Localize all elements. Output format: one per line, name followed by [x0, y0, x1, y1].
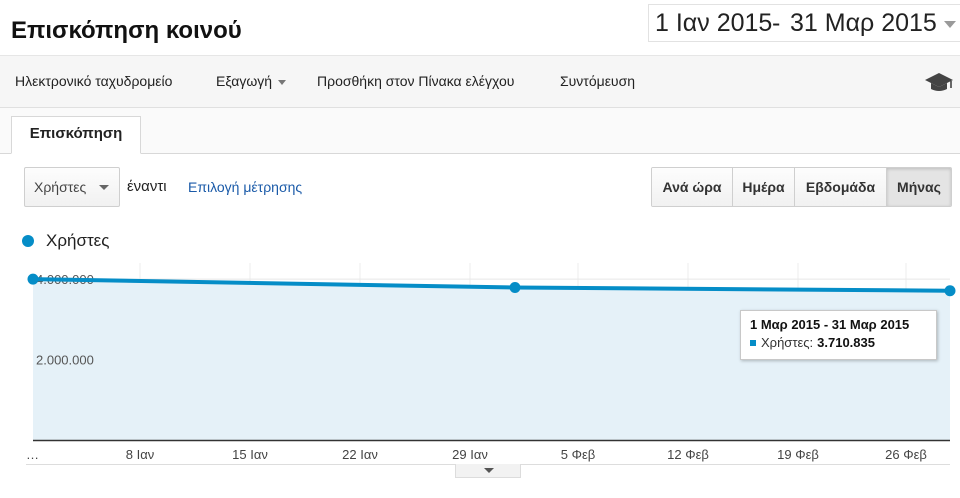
x-tick-label: 19 Φεβ [777, 447, 819, 462]
chevron-down-icon [278, 79, 287, 85]
versus-label: έναντι [127, 178, 167, 195]
period-month-button[interactable]: Μήνας [887, 168, 951, 206]
metric-select[interactable]: Χρήστες [24, 167, 120, 207]
legend-swatch [22, 235, 34, 247]
legend-label: Χρήστες [46, 231, 110, 250]
tooltip-value: 3.710.835 [817, 335, 875, 350]
metric-select-value: Χρήστες [34, 179, 87, 195]
email-button[interactable]: Ηλεκτρονικό ταχυδρομείο [15, 73, 173, 89]
period-hourly-button[interactable]: Ανά ώρα [652, 168, 733, 206]
period-toggle-group: Ανά ώρα Ημέρα Εβδομάδα Μήνας [651, 167, 952, 207]
date-end: 31 Μαρ 2015 [790, 9, 937, 37]
tooltip-title: 1 Μαρ 2015 - 31 Μαρ 2015 [750, 317, 910, 332]
tooltip-row: Χρήστες: 3.710.835 [750, 335, 927, 350]
graduation-cap-icon[interactable] [924, 70, 954, 94]
export-button[interactable]: Εξαγωγή [216, 73, 287, 89]
chevron-down-icon [484, 468, 494, 473]
chart-legend: Χρήστες [22, 231, 109, 251]
x-tick-label: 15 Ιαν [232, 447, 268, 462]
x-tick-label: 22 Ιαν [342, 447, 378, 462]
series-area [33, 279, 950, 440]
chevron-down-icon [99, 185, 109, 190]
export-label: Εξαγωγή [216, 73, 273, 89]
x-tick-label: 12 Φεβ [667, 447, 709, 462]
x-tick-label: 26 Φεβ [885, 447, 927, 462]
tooltip-swatch [750, 339, 756, 346]
x-tick-label: … [26, 447, 39, 462]
tab-bar: Επισκόπηση [0, 108, 960, 154]
period-day-button[interactable]: Ημέρα [733, 168, 795, 206]
y-tick-label: 2.000.000 [36, 353, 94, 368]
data-point [944, 285, 956, 297]
report-toolbar: Ηλεκτρονικό ταχυδρομείο Εξαγωγή Προσθήκη… [0, 55, 960, 108]
x-tick-label: 8 Ιαν [126, 447, 154, 462]
period-week-button[interactable]: Εβδομάδα [795, 168, 887, 206]
data-point [509, 282, 521, 294]
tooltip-label: Χρήστες: [761, 335, 814, 350]
data-point [27, 273, 39, 285]
expand-chart-handle[interactable] [455, 464, 521, 478]
choose-metric-link[interactable]: Επιλογή μέτρησης [188, 179, 303, 195]
page-title: Επισκόπηση κοινού [11, 17, 242, 44]
add-to-dashboard-button[interactable]: Προσθήκη στον Πίνακα ελέγχου [317, 73, 515, 89]
date-range-picker[interactable]: 1 Ιαν 2015 - 31 Μαρ 2015 [648, 4, 960, 42]
tab-overview[interactable]: Επισκόπηση [11, 116, 141, 154]
chart-tooltip: 1 Μαρ 2015 - 31 Μαρ 2015 Χρήστες: 3.710.… [740, 310, 937, 360]
x-tick-label: 5 Φεβ [561, 447, 596, 462]
date-separator: - [772, 9, 781, 37]
x-tick-label: 29 Ιαν [452, 447, 488, 462]
shortcut-button[interactable]: Συντόμευση [560, 73, 636, 89]
chevron-down-icon [944, 21, 956, 28]
date-start: 1 Ιαν 2015 [655, 9, 773, 37]
